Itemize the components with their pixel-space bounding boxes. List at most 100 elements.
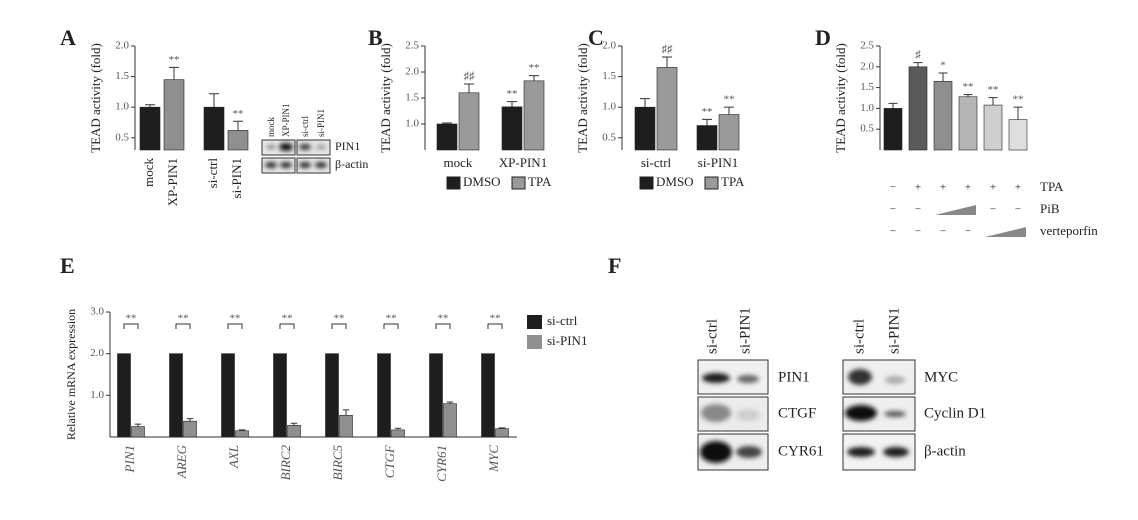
error-bar [963, 94, 973, 97]
error-bar [938, 72, 948, 82]
x-tick-label: PIN1 [122, 445, 137, 473]
y-tick-label: 2.5 [405, 40, 419, 52]
bar [481, 353, 495, 438]
y-tick-label: 1.0 [602, 101, 616, 113]
y-tick-label: 1.0 [860, 102, 874, 114]
lane-label: XP-PIN1 [281, 103, 291, 137]
y-tick-label: 2.0 [90, 347, 104, 359]
bar [139, 106, 161, 151]
row-label: PIN1 [335, 139, 360, 153]
bar [377, 353, 391, 438]
legend-swatch [639, 176, 654, 190]
y-tick-label: 1.0 [405, 118, 419, 130]
row-label: Cyclin D1 [924, 405, 986, 421]
error-bar [498, 427, 506, 429]
blot-a: mock XP-PIN1 si-ctrl si-PIN1 PIN1 β-acti… [261, 103, 368, 174]
bar [523, 80, 545, 151]
bar [227, 130, 249, 151]
y-tick-label: 2.0 [115, 40, 129, 52]
row-label: CTGF [778, 405, 816, 421]
bar [117, 353, 131, 438]
treatment-sign: − [990, 204, 996, 216]
x-tick-label: si-ctrl [205, 158, 220, 189]
error-bar [169, 66, 179, 80]
legend-label: TPA [528, 174, 552, 189]
error-bar [988, 97, 998, 106]
row-label: MYC [924, 369, 958, 385]
annotation: ** [386, 313, 397, 325]
lane-label: mock [266, 117, 276, 137]
treatment-sign: + [990, 182, 996, 194]
legend-label: DMSO [463, 174, 501, 189]
bracket [175, 323, 191, 329]
bar [287, 425, 301, 438]
bar [131, 426, 145, 438]
wedge [935, 205, 976, 215]
x-tick-label: mock [141, 158, 156, 187]
x-tick-label: mock [444, 155, 473, 170]
legend-swatch [704, 176, 719, 190]
y-tick-label: 1.5 [602, 70, 616, 82]
y-tick-label: 1.5 [115, 70, 129, 82]
lane-label: si-PIN1 [737, 307, 753, 354]
blot-f: si-ctrl si-PIN1 si-ctrl si-PIN1 PIN1 CTG… [697, 307, 986, 471]
error-bar [209, 93, 219, 108]
error-bar [342, 409, 350, 416]
x-tick-label: CTGF [382, 444, 397, 478]
row-label: CYR61 [778, 443, 824, 459]
error-bar [186, 418, 194, 422]
error-bar [145, 104, 155, 108]
y-axis-label: Relative mRNA expression [64, 309, 78, 440]
bar [339, 415, 353, 438]
x-tick-label: BIRC2 [278, 445, 293, 481]
bar [656, 67, 678, 151]
x-tick-label: XP-PIN1 [165, 158, 180, 206]
legend-swatch [527, 335, 542, 349]
y-tick-label: 1.5 [860, 81, 874, 93]
error-bar [888, 102, 898, 109]
error-bar [233, 120, 243, 131]
y-axis-label: TEAD activity (fold) [575, 43, 590, 153]
annotation: ** [988, 84, 999, 96]
annotation: ** [1013, 94, 1024, 106]
legend-swatch [527, 315, 542, 329]
legend-label: DMSO [656, 174, 694, 189]
error-bar [238, 429, 246, 431]
treatment-sign: − [890, 182, 896, 194]
error-bar [446, 401, 454, 404]
bar [273, 353, 287, 438]
error-bar [702, 118, 712, 126]
error-bar [529, 75, 539, 81]
bracket [227, 323, 243, 329]
y-tick-label: 0.5 [602, 131, 616, 143]
annotation: ** [529, 62, 540, 74]
bar [696, 125, 718, 151]
annotation: ** [490, 313, 501, 325]
bar [391, 429, 405, 438]
error-bar [442, 122, 452, 124]
row-label: β-actin [335, 157, 368, 171]
annotation: ** [169, 54, 180, 66]
bar [1008, 119, 1028, 151]
bracket [383, 323, 399, 329]
bar [958, 96, 978, 151]
annotation: ** [233, 108, 244, 120]
treatment-label: verteporfin [1040, 223, 1098, 238]
y-tick-label: 2.0 [602, 40, 616, 52]
bar [883, 108, 903, 151]
legend-swatch [511, 176, 526, 190]
y-axis-label: TEAD activity (fold) [88, 43, 103, 153]
treatment-sign: + [940, 182, 946, 194]
bar [983, 104, 1003, 151]
x-tick-label: BIRC5 [330, 445, 345, 481]
y-tick-label: 2.0 [405, 66, 419, 78]
treatment-sign: − [1015, 204, 1021, 216]
annotation: ** [282, 313, 293, 325]
annotation: ♯♯ [662, 44, 674, 56]
bracket [123, 323, 139, 329]
bar [436, 123, 458, 151]
row-label: PIN1 [778, 369, 810, 385]
annotation: ** [438, 313, 449, 325]
treatment-label: PiB [1040, 201, 1060, 216]
annotation: ** [126, 313, 137, 325]
